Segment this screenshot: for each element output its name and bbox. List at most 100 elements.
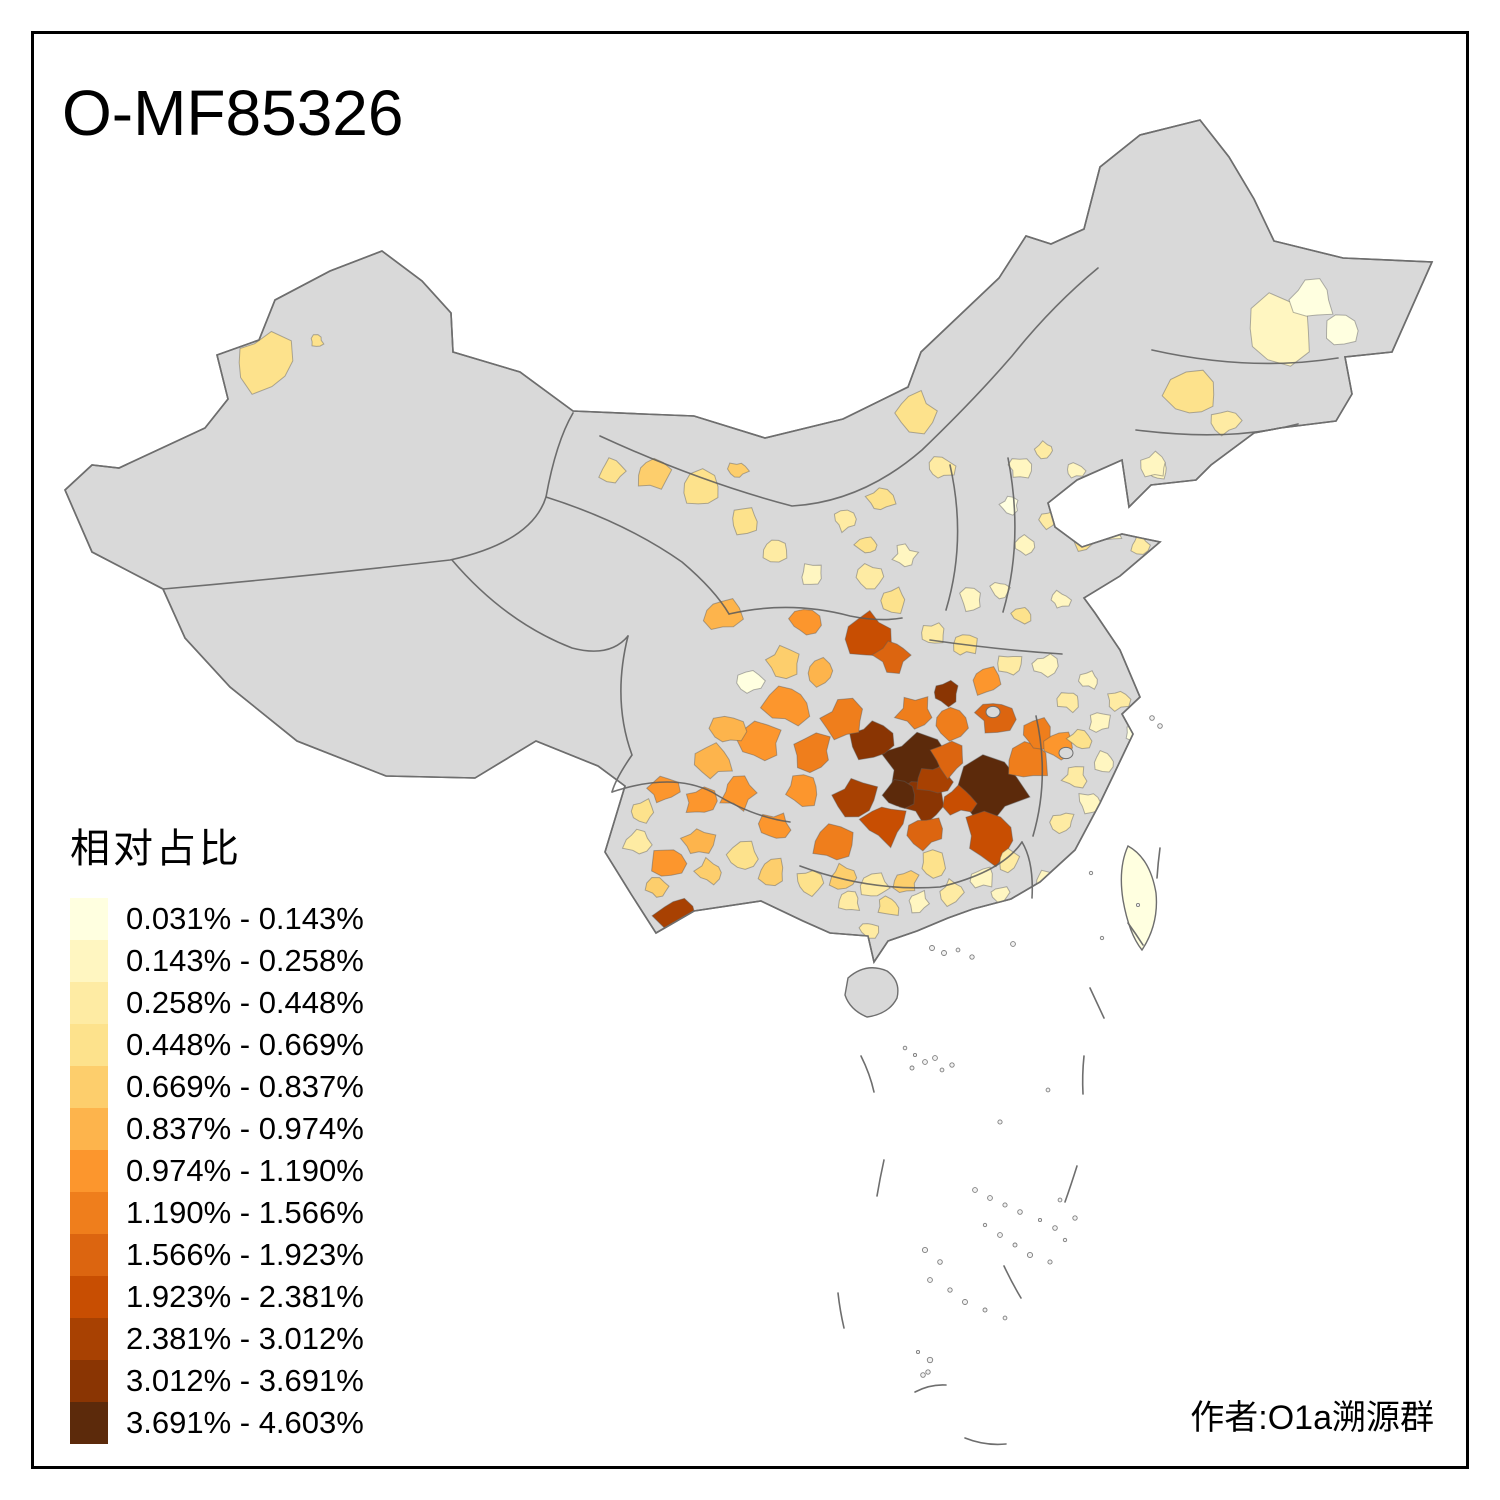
prefecture-region [1031,653,1059,678]
prefecture-region [1007,458,1033,479]
taiwan-island [1120,845,1158,952]
legend-swatch [70,1234,108,1276]
prefecture-region [928,456,957,479]
islet-speck [1072,1215,1078,1221]
dash-segment [1089,987,1105,1019]
dash-segment [1064,1165,1078,1203]
legend-swatch [70,1192,108,1234]
islet-speck [955,947,961,953]
prefecture-region [921,849,947,879]
legend-swatch [70,1402,108,1444]
islet-speck [925,1369,931,1375]
prefecture-region [736,669,766,694]
prefecture-region [1060,766,1088,789]
legend-row: 2.381% - 3.012% [70,1318,364,1360]
prefecture-region [999,847,1021,874]
prefecture-region [801,563,822,585]
prefecture-region [881,778,916,809]
dash-segment [914,1384,947,1393]
dash-segment [1156,847,1161,879]
prefecture-region [1008,741,1049,778]
prefecture-region [935,706,969,742]
legend-label: 3.691% - 4.603% [126,1405,364,1440]
prefecture-region [598,457,627,484]
islet-speck [1012,1242,1018,1248]
prefecture-region [1033,440,1054,460]
islet-speck [997,1119,1003,1125]
legend-row: 1.190% - 1.566% [70,1192,364,1234]
islet-speck [927,1277,933,1283]
legend-row: 1.566% - 1.923% [70,1234,364,1276]
islet-speck [1157,723,1163,729]
islet-speck [929,945,935,951]
islet-speck [920,1372,926,1378]
legend-label: 1.923% - 2.381% [126,1279,364,1314]
dash-segment [964,1437,1007,1446]
prefecture-region [929,740,964,780]
islet-speck [937,1259,943,1265]
legend-swatch [70,898,108,940]
legend-rows: 0.031% - 0.143% 0.143% - 0.258% 0.258% -… [70,898,364,1444]
prefecture-region [837,890,861,911]
islet-speck [941,950,947,956]
dash-segment [876,1159,885,1197]
choropleth-regions [238,278,1359,939]
legend-swatch [70,1318,108,1360]
prefecture-region [310,334,325,347]
page-title: O-MF85326 [62,77,404,149]
legend-label: 3.012% - 3.691% [126,1363,364,1398]
islet-speck [1047,1259,1053,1265]
prefecture-region [965,810,1014,868]
prefecture-region [1016,896,1038,918]
prefecture-region [933,679,959,708]
islet-speck [1002,1315,1008,1321]
island-specks [902,715,1163,1378]
islet-speck [1052,1225,1058,1231]
islet-speck [1017,1209,1023,1215]
prefecture-region [997,655,1023,676]
legend-swatch [70,1150,108,1192]
legend-label: 0.669% - 0.837% [126,1069,364,1104]
islet-speck [1088,870,1094,876]
prefecture-region [1161,369,1215,414]
islet-speck [1045,1087,1051,1093]
prefecture-region [644,876,670,898]
islet-speck [921,1246,929,1254]
legend: 相对占比 0.031% - 0.143% 0.143% - 0.258% 0.2… [70,816,364,1444]
prefecture-region [1049,812,1075,835]
legend-swatch [70,982,108,1024]
islet-speck [1135,902,1141,908]
legend-label: 0.837% - 0.974% [126,1111,364,1146]
legend-row: 1.923% - 2.381% [70,1276,364,1318]
legend-title: 相对占比 [70,827,242,871]
prefecture-region [1098,520,1123,541]
prefecture-region [238,330,294,395]
lake [985,705,1001,719]
legend-label: 1.566% - 1.923% [126,1237,364,1272]
islet-speck [1149,715,1155,721]
attribution-text: 作者:O1a溯源群 [1190,1399,1434,1437]
dash-segment [1127,922,1144,946]
prefecture-region [732,507,758,536]
legend-row: 0.837% - 0.974% [70,1108,364,1150]
nine-dash-line [837,847,1161,1446]
legend-row: 0.669% - 0.837% [70,1066,364,1108]
legend-label: 0.448% - 0.669% [126,1027,364,1062]
prefecture-region [1122,580,1146,602]
prefecture-region [1056,692,1079,714]
prefecture-region [833,509,857,534]
prefecture-region [871,640,912,675]
prefecture-region [725,840,759,870]
islet-speck [915,1349,921,1355]
prefecture-region [893,696,933,730]
prefecture-region [692,856,722,886]
legend-swatch [70,1360,108,1402]
prefecture-region [1325,314,1359,346]
prefecture-region [1151,522,1171,543]
islet-speck [969,954,975,960]
islet-speck [987,1195,993,1201]
prefecture-region [973,703,1017,734]
islet-speck [962,1299,968,1305]
prefecture-region [793,732,831,774]
